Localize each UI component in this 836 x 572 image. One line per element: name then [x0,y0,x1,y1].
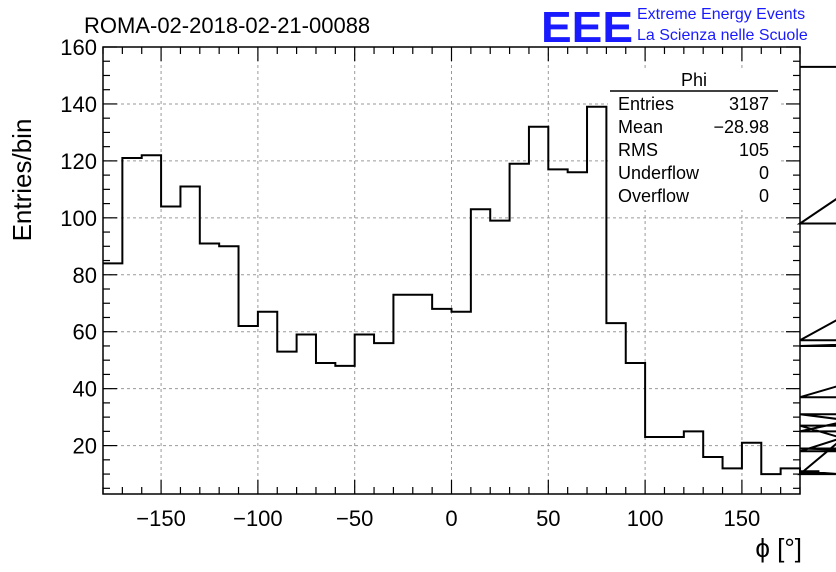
stats-rows: Entries 3187 Mean −28.98 RMS 105 Underflow 0 Ove… [618,94,769,206]
stat-label: Underflow [618,163,700,183]
y-axis-title: Entries/bin [7,119,37,242]
stat-value: 0 [759,186,769,206]
x-tick-label: 100 [627,506,664,531]
stat-value: 3187 [729,94,769,114]
x-tick-label: 0 [445,506,457,531]
x-tick-label: 50 [536,506,560,531]
eee-logo-line1: Extreme Energy Events [637,6,805,23]
x-axis-title: ϕ [°] [755,533,802,563]
y-tick-label: 100 [60,206,97,231]
stats-title: Phi [681,70,707,90]
histogram-line [103,65,836,476]
stats-box: Phi Entries 3187 Mean −28.98 RMS 105 Underflow… [608,68,780,210]
y-tick-label: 140 [60,92,97,117]
eee-logo-line2: La Scienza nelle Scuole [637,27,808,44]
y-tick-labels: 20 40 60 80 100 120 140 160 [60,35,97,459]
y-tick-label: 40 [73,377,97,402]
stat-label: Mean [618,117,663,137]
x-tick-label: −100 [233,506,283,531]
y-tick-label: 60 [73,320,97,345]
axis-ticks [102,46,801,494]
stat-label: Entries [618,94,674,114]
eee-logo-text: EEE [541,3,633,52]
eee-logo: EEE Extreme Energy Events La Scienza nel… [541,3,808,52]
x-tick-label: −150 [136,506,186,531]
y-tick-label: 160 [60,35,97,60]
stat-label: Overflow [618,186,690,206]
run-title: ROMA-02-2018-02-21-00088 [84,13,370,38]
x-tick-labels: −150 −100 −50 0 50 100 150 [136,506,760,531]
stat-value: 105 [739,140,769,160]
y-tick-label: 120 [60,149,97,174]
x-tick-label: −50 [336,506,373,531]
y-tick-label: 20 [73,434,97,459]
stat-value: 0 [759,163,769,183]
y-tick-label: 80 [73,263,97,288]
stat-label: RMS [618,140,658,160]
stat-value: −28.98 [713,117,769,137]
x-tick-label: 150 [724,506,761,531]
